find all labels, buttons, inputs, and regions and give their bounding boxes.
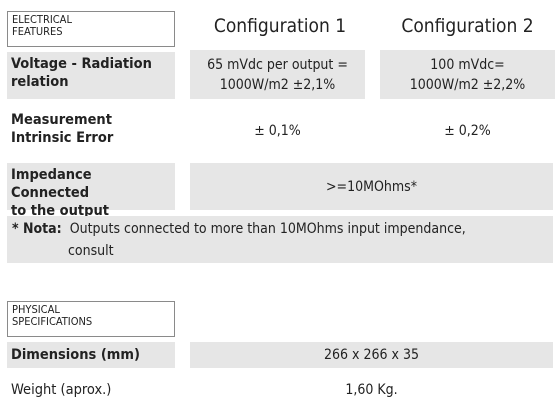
intrinsic-error-config1: ± 0,1% xyxy=(254,123,301,139)
electrical-section-title: ELECTRICAL FEATURES xyxy=(7,11,175,47)
impedance-value: >=10MOhms* xyxy=(190,163,553,210)
voltage-radiation-config1: 65 mVdc per output = 1000W/m2 ±2,1% xyxy=(190,50,365,99)
value-line: 1000W/m2 ±2,1% xyxy=(219,76,336,93)
dimensions-value: 266 x 266 x 35 xyxy=(190,342,553,368)
value-line: 65 mVdc per output = xyxy=(207,56,348,73)
dimensions-label: Dimensions (mm) xyxy=(7,342,175,368)
note-box: * Nota: Outputs connected to more than 1… xyxy=(7,216,553,263)
label-line: to the output xyxy=(11,203,110,219)
label-line: Measurement xyxy=(11,112,112,128)
label-line: Impedance Connected xyxy=(11,167,92,201)
weight-label: Weight (aprox.) xyxy=(11,382,112,398)
label-line: Voltage - Radiation xyxy=(11,56,152,72)
section-title-line: ELECTRICAL xyxy=(12,13,72,26)
note-text: Outputs connected to more than 10MOhms i… xyxy=(69,221,466,237)
voltage-radiation-label: Voltage - Radiation relation xyxy=(7,52,175,99)
voltage-radiation-config2: 100 mVdc= 1000W/m2 ±2,2% xyxy=(380,50,555,99)
section-title-line: SPECIFICATIONS xyxy=(12,315,93,328)
note-text: consult xyxy=(68,243,114,259)
section-title-line: PHYSICAL xyxy=(12,303,60,316)
weight-value: 1,60 Kg. xyxy=(345,382,398,398)
value-line: 1000W/m2 ±2,2% xyxy=(409,76,526,93)
intrinsic-error-config2: ± 0,2% xyxy=(444,123,491,139)
label-line: Intrinsic Error xyxy=(11,130,114,146)
label-line: relation xyxy=(11,74,69,90)
note-line: consult xyxy=(12,240,548,262)
physical-section-title: PHYSICAL SPECIFICATIONS xyxy=(7,301,175,337)
section-title-line: FEATURES xyxy=(12,25,63,38)
config2-header: Configuration 2 xyxy=(401,15,534,37)
intrinsic-error-label: Measurement Intrinsic Error xyxy=(7,108,175,155)
value-line: 100 mVdc= xyxy=(430,56,505,73)
note-prefix: * Nota: xyxy=(12,221,62,237)
note-line: * Nota: Outputs connected to more than 1… xyxy=(12,218,548,240)
impedance-label: Impedance Connected to the output xyxy=(7,163,175,219)
config1-header: Configuration 1 xyxy=(213,15,347,37)
